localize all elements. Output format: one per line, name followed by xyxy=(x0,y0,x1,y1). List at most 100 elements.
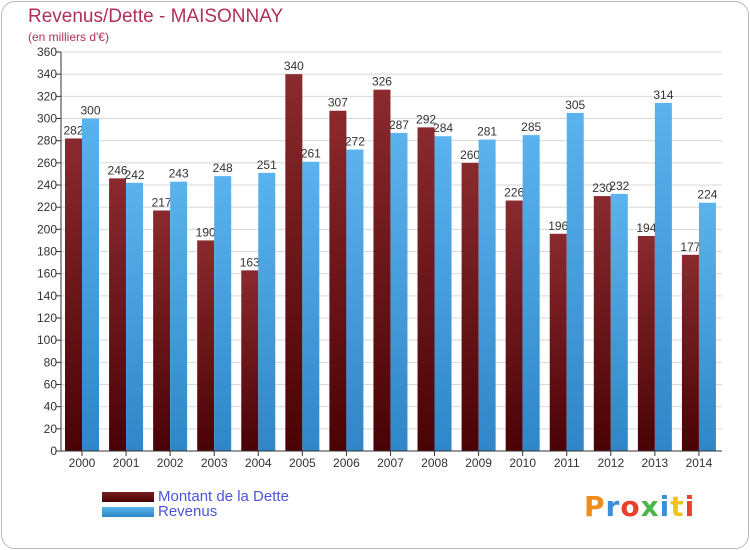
x-tick-label: 2010 xyxy=(509,456,536,470)
bar-dette xyxy=(241,270,259,451)
logo-letter: i xyxy=(659,490,671,523)
bar-dette xyxy=(549,233,567,451)
data-label-dette: 260 xyxy=(460,148,480,162)
y-tick-label: 100 xyxy=(37,333,57,347)
y-tick-label: 60 xyxy=(44,378,58,392)
data-label-dette: 326 xyxy=(372,75,392,89)
bar-dette xyxy=(681,254,699,451)
legend-label-revenus: Revenus xyxy=(158,503,218,520)
logo-letter: x xyxy=(640,490,660,523)
x-tick-label: 2000 xyxy=(69,456,96,470)
bar-revenus xyxy=(478,139,496,451)
data-label-revenus: 287 xyxy=(389,118,409,132)
y-tick-label: 340 xyxy=(37,67,57,81)
y-tick-label: 160 xyxy=(37,267,57,281)
y-tick-label: 180 xyxy=(37,245,57,259)
bar-revenus xyxy=(346,149,364,452)
y-tick-label: 20 xyxy=(44,422,58,436)
bar-dette xyxy=(109,178,127,451)
data-label-dette: 194 xyxy=(636,221,656,235)
bar-dette xyxy=(505,200,523,451)
data-label-revenus: 300 xyxy=(80,104,100,118)
y-tick-label: 80 xyxy=(44,355,58,369)
data-label-revenus: 281 xyxy=(477,125,497,139)
x-tick-label: 2003 xyxy=(201,456,228,470)
logo-letter: o xyxy=(620,490,641,523)
data-label-dette: 217 xyxy=(152,195,172,209)
x-tick-label: 2006 xyxy=(333,456,360,470)
bar-revenus xyxy=(170,181,188,452)
bar-dette xyxy=(417,127,435,451)
data-label-revenus: 285 xyxy=(521,120,541,134)
y-tick-label: 120 xyxy=(37,311,57,325)
data-label-dette: 307 xyxy=(328,96,348,110)
data-label-dette: 163 xyxy=(240,255,260,269)
bar-revenus xyxy=(126,182,144,452)
y-tick-label: 220 xyxy=(37,200,57,214)
data-label-revenus: 272 xyxy=(345,135,365,149)
legend-swatch-dette xyxy=(102,492,154,502)
y-tick-label: 320 xyxy=(37,89,57,103)
bar-dette xyxy=(65,138,82,451)
bar-revenus xyxy=(610,193,628,451)
bar-revenus xyxy=(434,136,452,451)
x-tick-label: 2014 xyxy=(686,456,713,470)
x-tick-label: 2002 xyxy=(157,456,184,470)
logo-letter: P xyxy=(584,490,606,523)
data-label-revenus: 243 xyxy=(169,167,189,181)
bar-revenus xyxy=(698,202,716,451)
bar-revenus xyxy=(258,172,276,451)
logo-letter: t xyxy=(670,490,685,523)
data-label-dette: 226 xyxy=(504,186,524,200)
data-label-dette: 177 xyxy=(680,240,700,254)
bar-dette xyxy=(197,240,215,451)
data-label-dette: 340 xyxy=(284,59,304,73)
bar-revenus xyxy=(566,112,584,451)
bar-dette xyxy=(285,74,303,452)
bar-revenus xyxy=(390,132,408,452)
proxiti-logo: Proxiti xyxy=(584,490,695,523)
data-label-revenus: 248 xyxy=(213,161,233,175)
logo-letter: i xyxy=(684,490,696,523)
data-label-dette: 246 xyxy=(108,163,128,177)
y-tick-label: 200 xyxy=(37,222,57,236)
x-tick-label: 2013 xyxy=(642,456,669,470)
data-label-revenus: 305 xyxy=(565,98,585,112)
chart-subtitle: (en milliers d'€) xyxy=(28,30,109,44)
bar-dette xyxy=(593,196,611,451)
data-label-revenus: 284 xyxy=(433,121,453,135)
data-label-revenus: 232 xyxy=(609,179,629,193)
bar-dette xyxy=(153,210,171,451)
x-tick-label: 2001 xyxy=(113,456,140,470)
data-label-dette: 190 xyxy=(196,225,216,239)
bar-revenus xyxy=(522,135,540,451)
data-label-dette: 230 xyxy=(592,181,612,195)
x-tick-label: 2012 xyxy=(597,456,624,470)
y-tick-label: 240 xyxy=(37,178,57,192)
chart-title: Revenus/Dette - MAISONNAY xyxy=(28,6,284,27)
x-tick-label: 2005 xyxy=(289,456,316,470)
legend-swatch-revenus xyxy=(102,507,154,517)
x-tick-label: 2007 xyxy=(377,456,404,470)
data-label-revenus: 242 xyxy=(125,168,145,182)
x-tick-label: 2004 xyxy=(245,456,272,470)
bar-revenus xyxy=(654,102,672,451)
bar-dette xyxy=(637,235,655,451)
x-tick-label: 2008 xyxy=(421,456,448,470)
bar-revenus xyxy=(302,161,320,451)
y-tick-label: 300 xyxy=(37,112,57,126)
data-label-dette: 196 xyxy=(548,219,568,233)
y-tick-label: 280 xyxy=(37,134,57,148)
bar-dette xyxy=(329,110,347,451)
y-tick-label: 0 xyxy=(50,444,57,458)
data-label-revenus: 251 xyxy=(257,158,277,172)
x-tick-label: 2011 xyxy=(554,456,580,470)
data-label-revenus: 314 xyxy=(653,88,673,102)
logo-letter: r xyxy=(605,490,621,523)
y-tick-label: 260 xyxy=(37,156,57,170)
bar-revenus xyxy=(214,176,232,451)
y-tick-label: 360 xyxy=(37,45,57,59)
bar-revenus xyxy=(82,118,99,451)
